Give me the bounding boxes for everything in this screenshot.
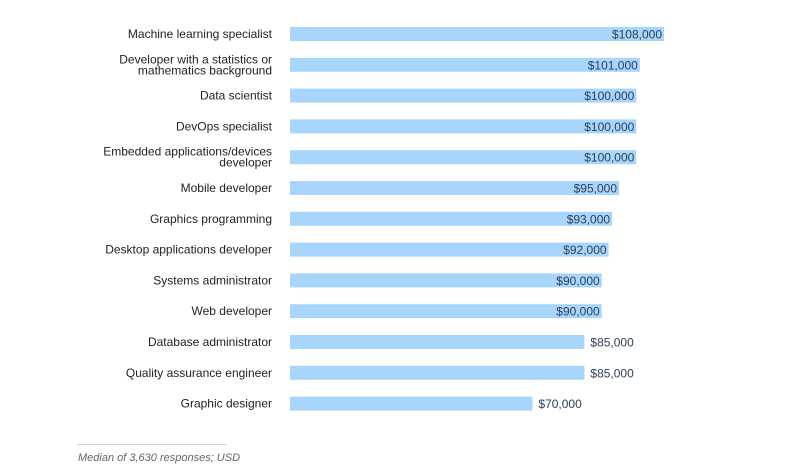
value-label: $93,000 bbox=[567, 212, 611, 226]
category-label: Embedded applications/devices developer bbox=[103, 145, 272, 170]
value-label: $108,000 bbox=[612, 28, 662, 42]
category-label: Graphic designer bbox=[181, 397, 272, 411]
bar bbox=[290, 211, 613, 226]
value-label: $85,000 bbox=[590, 336, 634, 350]
category-label: Machine learning specialist bbox=[128, 27, 273, 41]
value-label: $101,000 bbox=[588, 58, 638, 72]
bar bbox=[290, 57, 640, 72]
category-label: DevOps specialist bbox=[176, 119, 273, 133]
chart-footnote: Median of 3,630 responses; USD bbox=[78, 452, 241, 464]
bar bbox=[290, 335, 585, 349]
bar bbox=[290, 181, 619, 195]
value-label: $92,000 bbox=[563, 243, 607, 257]
bar bbox=[290, 304, 602, 319]
category-label: Mobile developer bbox=[181, 181, 272, 195]
category-label: Systems administrator bbox=[153, 273, 272, 287]
value-label: $85,000 bbox=[590, 366, 634, 380]
category-label: Developer with a statistics or mathematic… bbox=[119, 52, 272, 77]
category-label: Desktop applications developer bbox=[105, 243, 272, 257]
bar bbox=[290, 150, 637, 165]
value-label: $70,000 bbox=[538, 397, 582, 411]
category-label: Graphics programming bbox=[150, 212, 272, 226]
value-label: $95,000 bbox=[574, 182, 618, 196]
bar bbox=[290, 119, 637, 134]
value-label: $100,000 bbox=[584, 151, 634, 165]
category-label: Database administrator bbox=[148, 335, 272, 349]
footnote-divider bbox=[78, 444, 226, 445]
value-label: $90,000 bbox=[556, 305, 600, 319]
bar bbox=[290, 273, 602, 288]
value-label: $100,000 bbox=[584, 89, 634, 103]
category-label: Quality assurance engineer bbox=[126, 366, 272, 380]
bar bbox=[290, 242, 609, 257]
category-label: Data scientist bbox=[200, 89, 273, 103]
bar bbox=[290, 27, 664, 41]
value-label: $90,000 bbox=[556, 274, 600, 288]
value-label: $100,000 bbox=[584, 120, 634, 134]
bar bbox=[290, 396, 533, 411]
category-label: Web developer bbox=[192, 304, 273, 318]
bar bbox=[290, 365, 585, 380]
bar bbox=[290, 88, 637, 103]
